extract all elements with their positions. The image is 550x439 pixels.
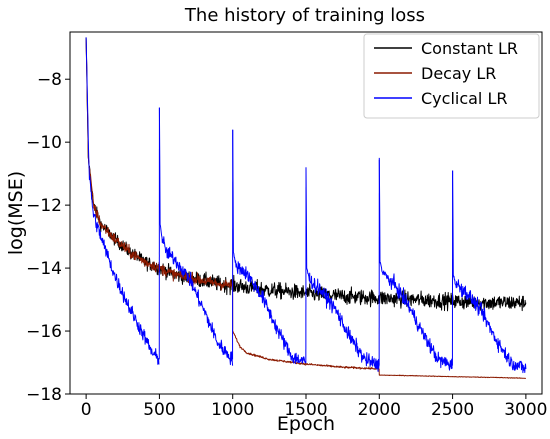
y-tick-label: −10 (26, 133, 62, 153)
x-axis-label: Epoch (277, 413, 335, 435)
legend-items: Constant LR Decay LR Cyclical LR (374, 39, 518, 108)
x-tick-label: 3000 (504, 400, 547, 420)
series-cyclical-lr (85, 37, 527, 374)
y-tick-label: −16 (26, 322, 62, 342)
legend: Constant LR Decay LR Cyclical LR (363, 33, 540, 119)
x-tick-label: 1000 (211, 400, 254, 420)
y-axis: −18 −16 −14 −12 −10 −8 (26, 70, 70, 405)
y-tick-label: −18 (26, 385, 62, 405)
series-line (158, 107, 234, 366)
y-tick-label: −12 (26, 196, 62, 216)
series-line (232, 129, 307, 364)
x-tick-label: 2000 (358, 400, 401, 420)
legend-label: Constant LR (421, 39, 518, 58)
series-line (85, 37, 160, 365)
x-axis: 0 500 1000 1500 2000 2500 3000 (81, 394, 548, 420)
x-tick-label: 1500 (284, 400, 327, 420)
chart-title: The history of training loss (184, 5, 425, 26)
legend-box (363, 33, 540, 119)
series-layer (85, 37, 527, 379)
y-tick-label: −14 (26, 259, 62, 279)
x-tick-label: 500 (143, 400, 175, 420)
y-tick-label: −8 (37, 70, 62, 90)
x-tick-label: 0 (81, 400, 92, 420)
series-line (452, 170, 527, 374)
legend-label: Cyclical LR (421, 89, 508, 108)
series-line (378, 159, 453, 371)
y-axis-label: log(MSE) (5, 171, 27, 255)
legend-label: Decay LR (421, 64, 496, 83)
x-tick-label: 2500 (431, 400, 474, 420)
series-line (305, 167, 380, 372)
